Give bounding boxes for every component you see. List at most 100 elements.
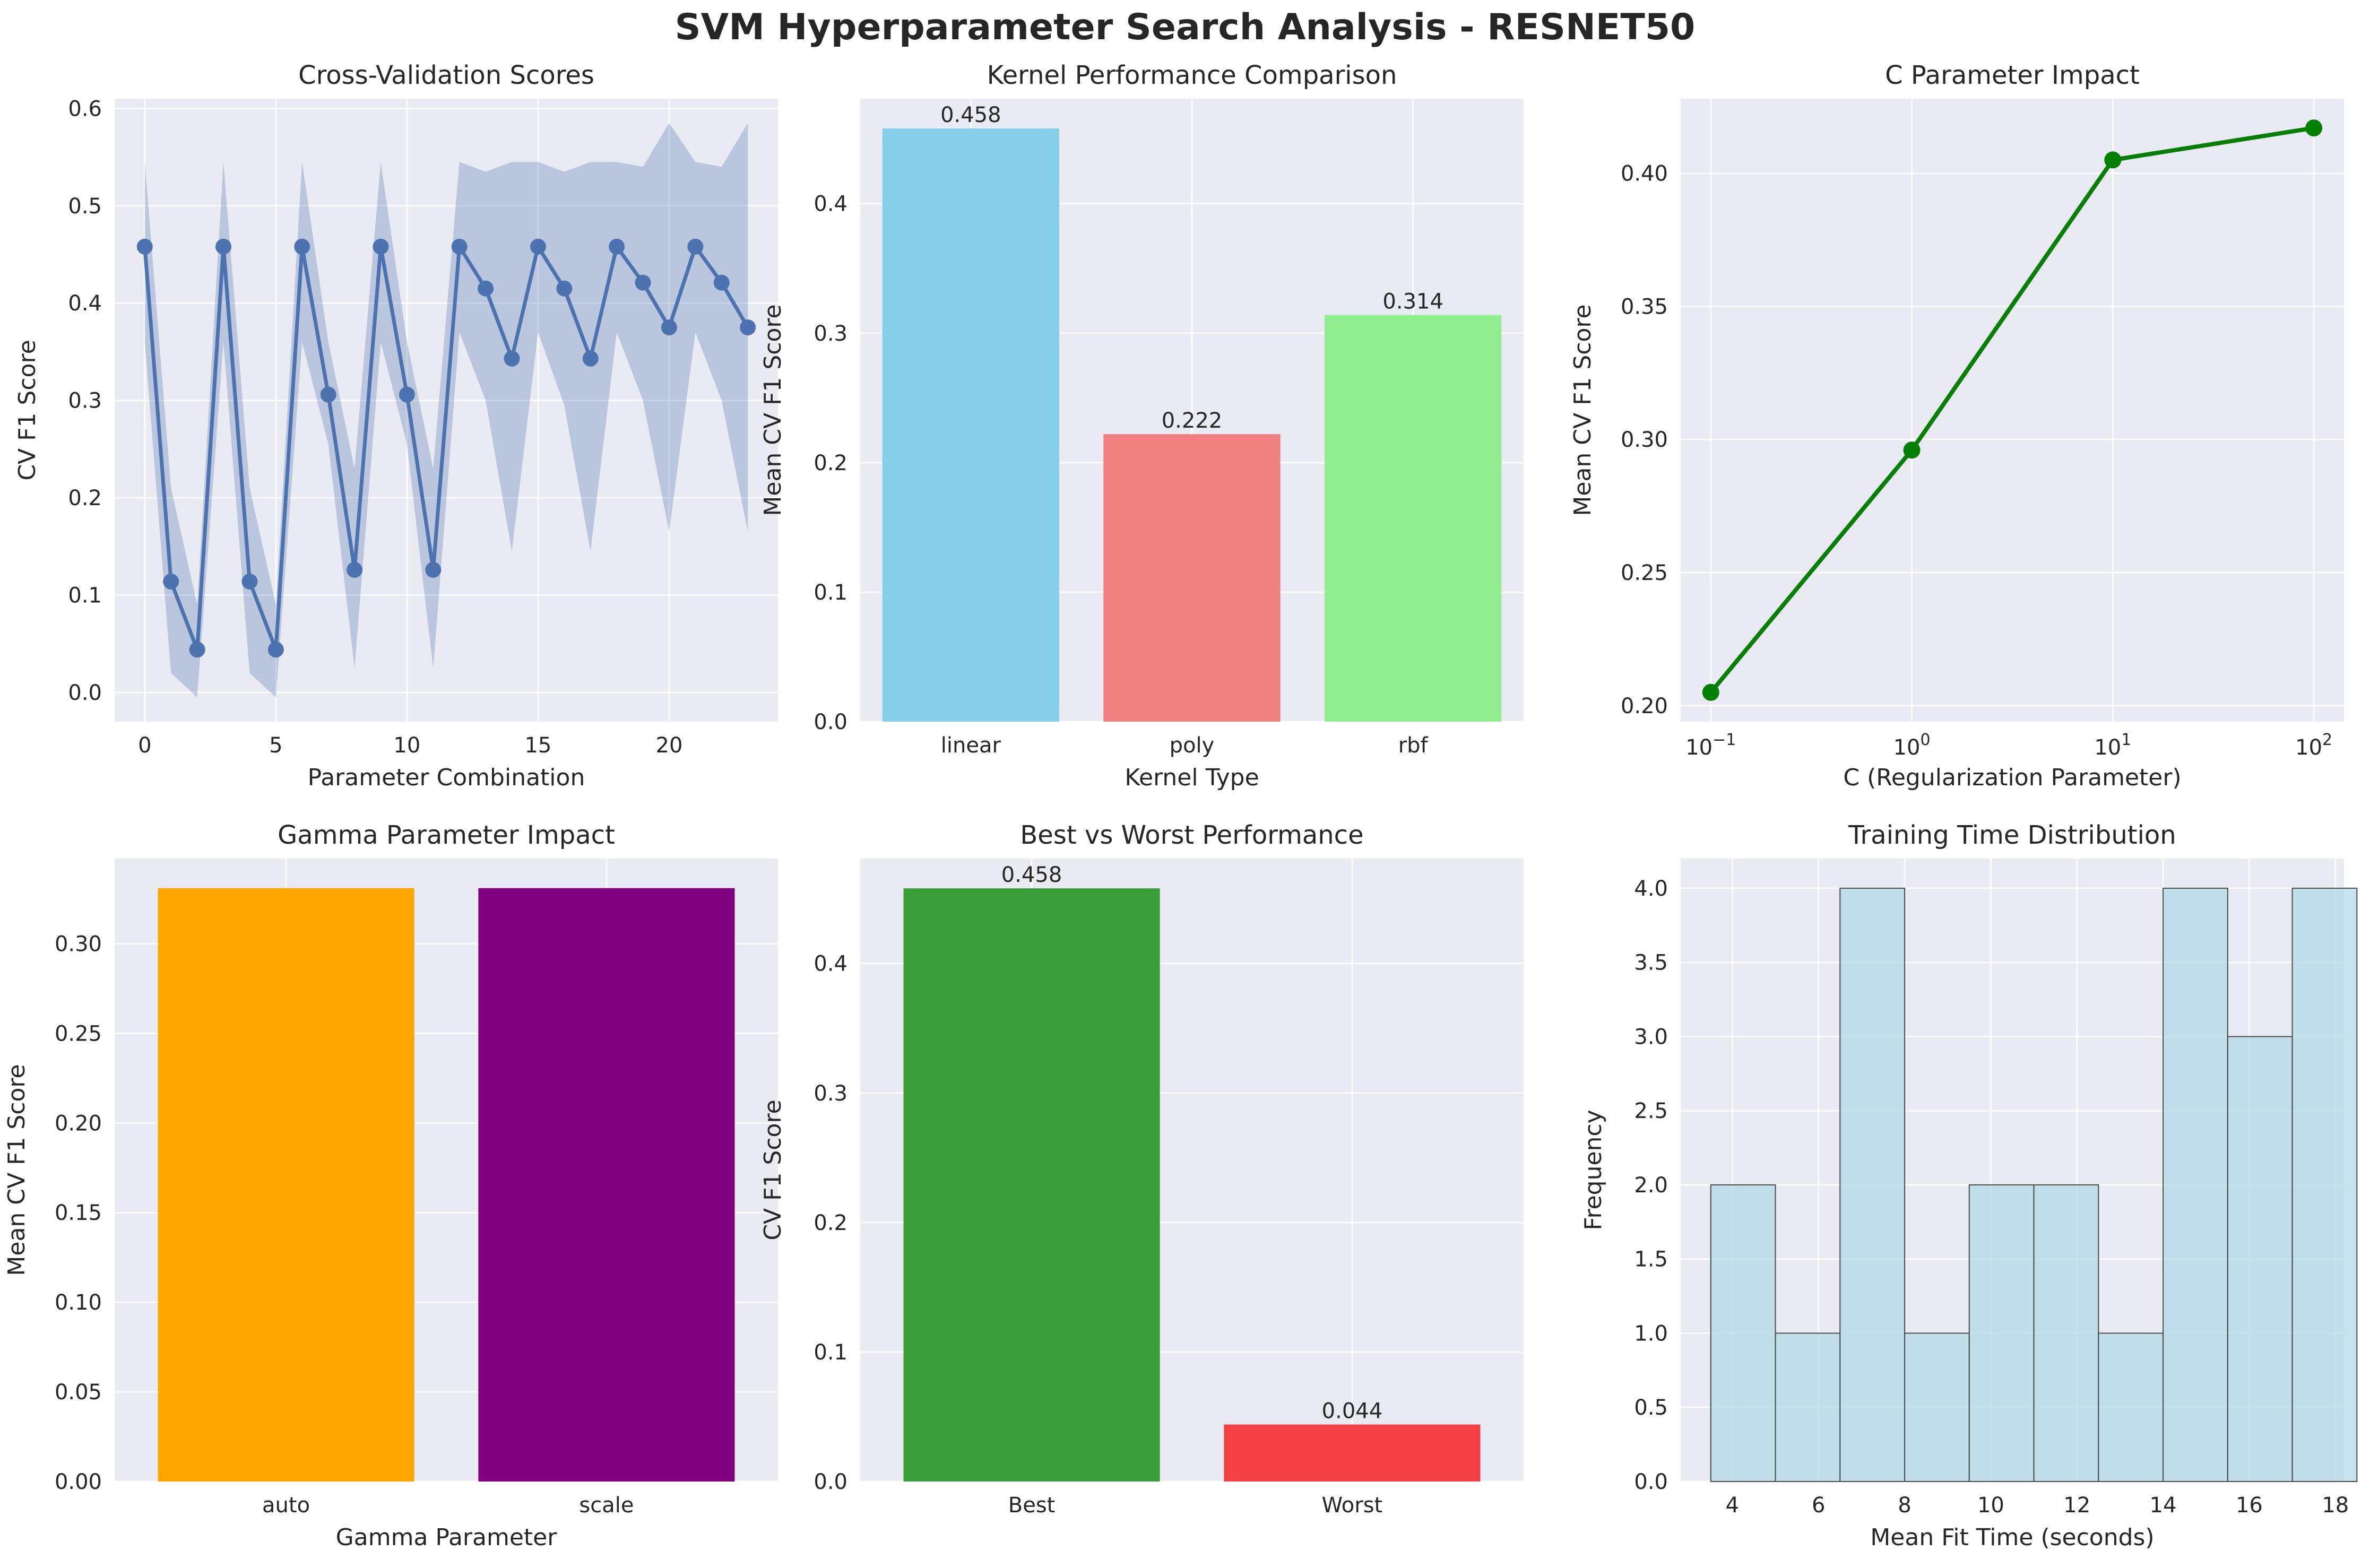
y-tick-label: 0.3 — [68, 389, 102, 413]
y-tick-label: 2.0 — [1634, 1173, 1668, 1198]
bar-poly — [1103, 434, 1281, 722]
y-axis-label: Mean CV F1 Score — [3, 1064, 30, 1276]
bar-value-label: 0.044 — [1322, 1399, 1383, 1424]
gamma-parameter-chart: 0.00 0.05 0.10 0.15 0.20 0.25 0.30 auto scale Ga… — [3, 820, 778, 1551]
y-tick-label: 0.0 — [814, 1470, 847, 1494]
histogram-bar — [2227, 1036, 2293, 1482]
y-tick-label: 2.5 — [1634, 1099, 1668, 1123]
data-point — [294, 238, 310, 255]
y-tick-label: 0.0 — [68, 681, 102, 705]
y-tick-label: 0.1 — [814, 1340, 847, 1365]
y-tick-label: 0.30 — [55, 932, 102, 956]
tick-labels: 0.0 0.5 1.0 1.5 2.0 2.5 3.0 3.5 4.0 4 6 8 10 12 14 16 18 — [1634, 877, 2349, 1518]
grid — [115, 99, 778, 722]
bar-best — [903, 888, 1160, 1482]
plot-background — [1681, 99, 2344, 722]
x-tick-label: 15 — [524, 733, 551, 758]
kernel-comparison-chart: 0.458 0.222 0.314 0.0 0.1 0.2 0.3 0.4 linear pol… — [759, 60, 1524, 791]
data-point — [215, 238, 232, 255]
plot-marks: 0.458 0.222 0.314 — [882, 103, 1502, 722]
data-point — [1702, 683, 1719, 701]
data-point — [136, 238, 153, 255]
data-point — [1903, 441, 1921, 459]
c-parameter-chart: 0.20 0.25 0.30 0.35 0.40 10−1 100 101 102 C Para… — [1569, 60, 2344, 791]
y-tick-label: 0.15 — [55, 1201, 102, 1225]
y-tick-label: 0.4 — [814, 192, 847, 216]
bar-worst — [1224, 1424, 1481, 1482]
data-point — [687, 238, 704, 255]
data-point — [713, 274, 730, 291]
data-point — [320, 386, 336, 403]
y-tick-label: 1.5 — [1634, 1248, 1668, 1272]
chart-title: Kernel Performance Comparison — [987, 60, 1397, 90]
plot-marks — [158, 888, 735, 1482]
y-tick-label: 0.6 — [68, 97, 102, 121]
data-point — [530, 238, 546, 255]
y-tick-label: 0.0 — [814, 710, 847, 734]
y-tick-label: 0.25 — [55, 1021, 102, 1046]
bar-rbf — [1325, 315, 1502, 722]
x-axis-label: C (Regularization Parameter) — [1843, 764, 2181, 791]
bar-value-label: 0.458 — [940, 103, 1001, 127]
histogram-bar — [1968, 1184, 2035, 1482]
x-axis-label: Gamma Parameter — [336, 1524, 558, 1551]
y-tick-label: 0.1 — [68, 584, 102, 608]
plot-marks — [1710, 887, 2358, 1482]
y-tick-label: 1.0 — [1634, 1321, 1668, 1346]
y-axis-label: Frequency — [1580, 1110, 1607, 1230]
histogram-bar — [1839, 887, 1906, 1482]
plot-marks — [1702, 119, 2323, 701]
data-point — [425, 561, 442, 578]
x-tick-label: auto — [262, 1493, 310, 1518]
x-axis-label: Kernel Type — [1125, 764, 1259, 791]
x-tick-label: 10−1 — [1685, 731, 1736, 760]
best-worst-chart: 0.458 0.044 0.0 0.1 0.2 0.3 0.4 Best Worst Best… — [759, 820, 1524, 1518]
plot-marks: 0.458 0.044 — [903, 863, 1481, 1482]
data-point — [504, 350, 520, 367]
plot-marks — [136, 123, 756, 698]
data-point — [478, 280, 494, 297]
data-point — [609, 238, 625, 255]
x-tick-label: 10 — [393, 733, 420, 758]
y-tick-label: 0.20 — [1621, 694, 1668, 718]
histogram-bar — [2291, 887, 2358, 1482]
chart-title: Best vs Worst Performance — [1020, 820, 1363, 850]
y-tick-label: 3.0 — [1634, 1025, 1668, 1049]
x-tick-label: 0 — [138, 733, 151, 758]
x-tick-label: scale — [579, 1493, 634, 1518]
y-tick-label: 0.35 — [1621, 294, 1668, 319]
x-tick-label: 102 — [2295, 731, 2332, 760]
y-tick-label: 0.2 — [814, 451, 847, 475]
x-tick-label: 4 — [1726, 1493, 1739, 1518]
data-point — [451, 238, 468, 255]
data-point — [740, 319, 756, 336]
histogram-bar — [2163, 887, 2228, 1482]
tick-labels: 0.0 0.1 0.2 0.3 0.4 0.5 0.6 0 5 10 15 20 — [68, 97, 682, 758]
histogram-bar — [1775, 1332, 1841, 1482]
y-tick-label: 0.0 — [1634, 1470, 1668, 1494]
y-tick-label: 0.20 — [55, 1111, 102, 1136]
histogram-bar — [2098, 1332, 2164, 1482]
bar-linear — [882, 128, 1059, 722]
data-point — [635, 274, 651, 291]
bar-value-label: 0.314 — [1382, 290, 1443, 314]
y-tick-label: 0.4 — [814, 952, 847, 976]
x-tick-label: 8 — [1898, 1493, 1911, 1518]
data-point — [661, 319, 677, 336]
x-axis-label: Mean Fit Time (seconds) — [1870, 1524, 2154, 1551]
x-tick-label: 101 — [2094, 731, 2131, 760]
y-tick-label: 0.2 — [68, 486, 102, 510]
bar-scale — [478, 888, 735, 1482]
data-point — [556, 280, 573, 297]
y-axis-label: CV F1 Score — [14, 340, 41, 480]
data-point — [163, 573, 179, 590]
y-tick-label: 0.3 — [814, 322, 847, 346]
x-tick-label: 5 — [269, 733, 282, 758]
x-tick-label: 18 — [2322, 1493, 2349, 1518]
chart-title: C Parameter Impact — [1885, 60, 2140, 90]
tick-labels: 0.0 0.1 0.2 0.3 0.4 Best Worst — [814, 952, 1382, 1518]
histogram-bar — [1710, 1184, 1776, 1482]
y-tick-label: 0.3 — [814, 1081, 847, 1106]
tick-labels: 0.0 0.1 0.2 0.3 0.4 linear poly rbf — [814, 192, 1428, 758]
bar-value-label: 0.222 — [1162, 409, 1223, 433]
